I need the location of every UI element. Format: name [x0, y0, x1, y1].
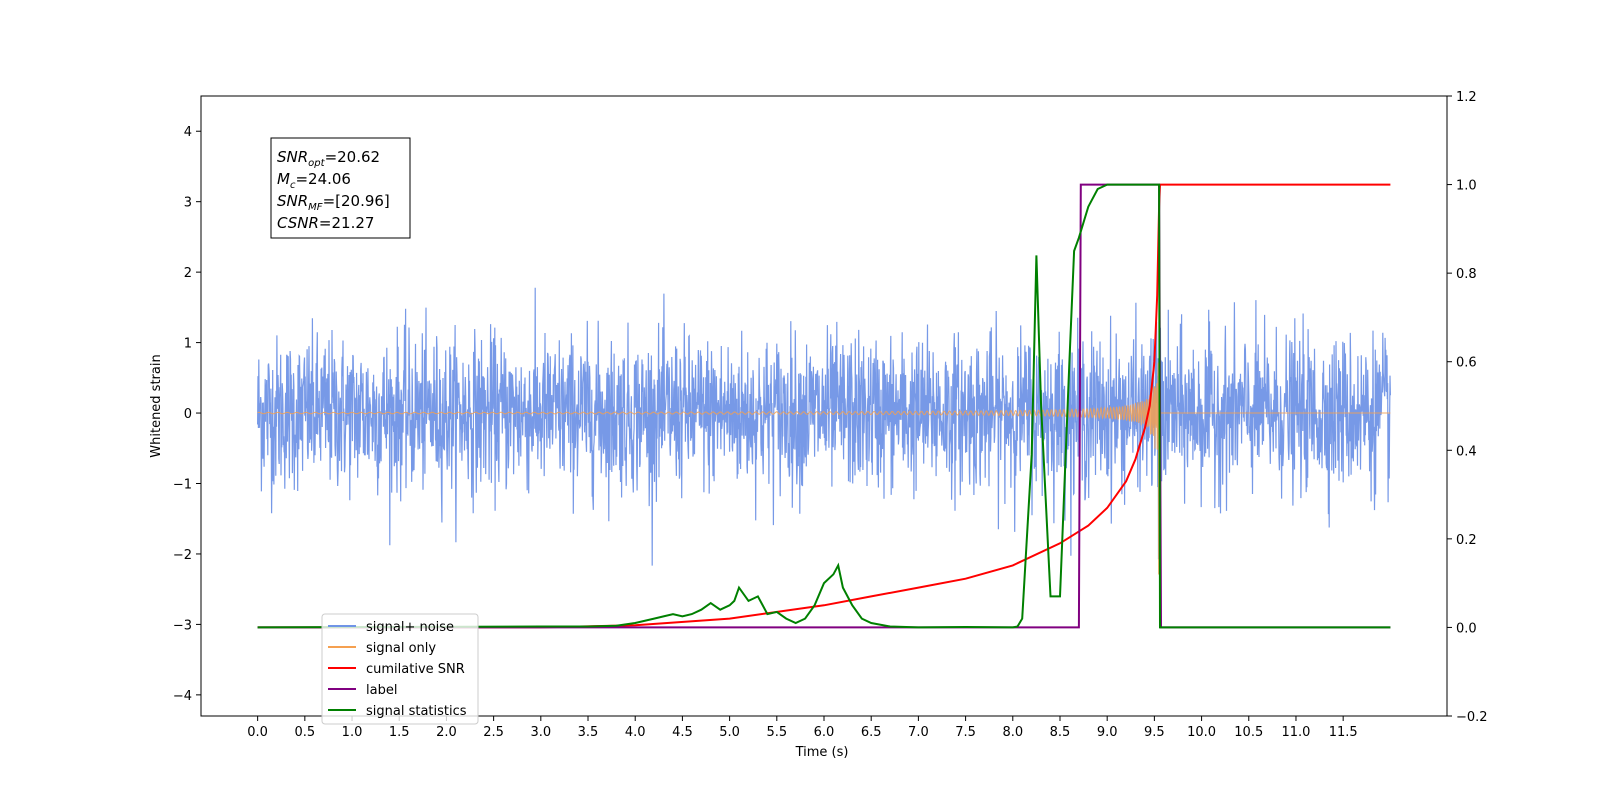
y-tick-label-left: 4: [184, 125, 192, 140]
x-tick-label: 4.0: [625, 725, 646, 740]
x-tick-label: 10.0: [1187, 725, 1216, 740]
series-layer: [257, 183, 1391, 629]
stats-annotation-box: SNRopt=20.62Mc=24.06SNRMF=[20.96]CSNR=21…: [270, 137, 411, 239]
x-axis: 0.0 0.5 1.0 1.5 2.0 2.5 3.0 3.5 4.0 4.5 5.0 5.5 6.0 6…: [247, 716, 1358, 740]
x-tick-label: 9.0: [1097, 725, 1118, 740]
legend-label: signal statistics: [366, 704, 467, 719]
legend: signal+ noise signal only cumilative SNR la…: [321, 613, 479, 725]
x-tick-label: 2.0: [436, 725, 457, 740]
x-tick-label: 1.0: [342, 725, 363, 740]
annotation-frame: [270, 137, 411, 239]
x-tick-label: 6.0: [814, 725, 835, 740]
series-signal-statistics: [257, 183, 1391, 629]
series-signal-noise: [257, 287, 1391, 566]
y-tick-label-right: 0.8: [1456, 267, 1477, 282]
x-tick-label: 3.5: [578, 725, 599, 740]
y-tick-label-right: 0.0: [1456, 621, 1477, 636]
y-tick-label-right: 1.0: [1456, 179, 1477, 194]
y-tick-label-right: 0.2: [1456, 533, 1477, 548]
x-tick-label: 11.5: [1329, 725, 1358, 740]
x-tick-label: 5.0: [719, 725, 740, 740]
series-signal-only: [257, 362, 1391, 575]
legend-label: label: [366, 683, 397, 698]
y-axis-left: −4 −3 −2 −1 0 1 2 3 4: [173, 125, 201, 704]
annotation-line: Mc=24.06: [277, 170, 351, 191]
legend-label: signal+ noise: [366, 620, 454, 635]
y-tick-label-left: −2: [173, 548, 192, 563]
x-tick-label: 4.5: [672, 725, 693, 740]
x-tick-label: 8.5: [1050, 725, 1071, 740]
annotation-line: CSNR=21.27: [277, 214, 374, 232]
x-tick-label: 7.0: [908, 725, 929, 740]
x-tick-label: 3.0: [530, 725, 551, 740]
x-tick-label: 7.5: [955, 725, 976, 740]
x-tick-label: 2.5: [483, 725, 504, 740]
x-tick-label: 0.5: [294, 725, 315, 740]
y-tick-label-right: −0.2: [1456, 710, 1488, 725]
y-axis-right: −0.2 0.0 0.2 0.4 0.6 0.8 1.0 1.2: [1447, 90, 1488, 725]
y-tick-label-left: −1: [173, 478, 192, 493]
x-tick-label: 9.5: [1144, 725, 1165, 740]
x-tick-label: 11.0: [1281, 725, 1310, 740]
x-tick-label: 5.5: [766, 725, 787, 740]
x-tick-label: 10.5: [1234, 725, 1263, 740]
x-tick-label: 0.0: [247, 725, 268, 740]
x-tick-label: 6.5: [861, 725, 882, 740]
y-tick-label-left: −4: [173, 689, 192, 704]
y-tick-label-left: 2: [184, 266, 192, 281]
annotation-line: SNRMF=[20.96]: [277, 192, 390, 213]
y-tick-label-left: 1: [184, 337, 192, 352]
x-axis-title: Time (s): [795, 745, 849, 760]
y-tick-label-left: 0: [184, 407, 192, 422]
y-tick-label-left: 3: [184, 196, 192, 211]
series-cumilative-snr: [257, 183, 1391, 629]
y-tick-label-left: −3: [173, 618, 192, 633]
x-tick-label: 8.0: [1002, 725, 1023, 740]
annotation-line: SNRopt=20.62: [277, 148, 380, 169]
legend-frame: [321, 613, 479, 725]
legend-label: signal only: [366, 641, 436, 656]
y-tick-label-right: 0.6: [1456, 356, 1477, 371]
x-tick-label: 1.5: [389, 725, 410, 740]
y-tick-label-right: 0.4: [1456, 444, 1477, 459]
y-tick-label-right: 1.2: [1456, 90, 1477, 105]
y-axis-title-left: Whitened strain: [149, 354, 164, 457]
legend-label: cumilative SNR: [366, 662, 465, 677]
